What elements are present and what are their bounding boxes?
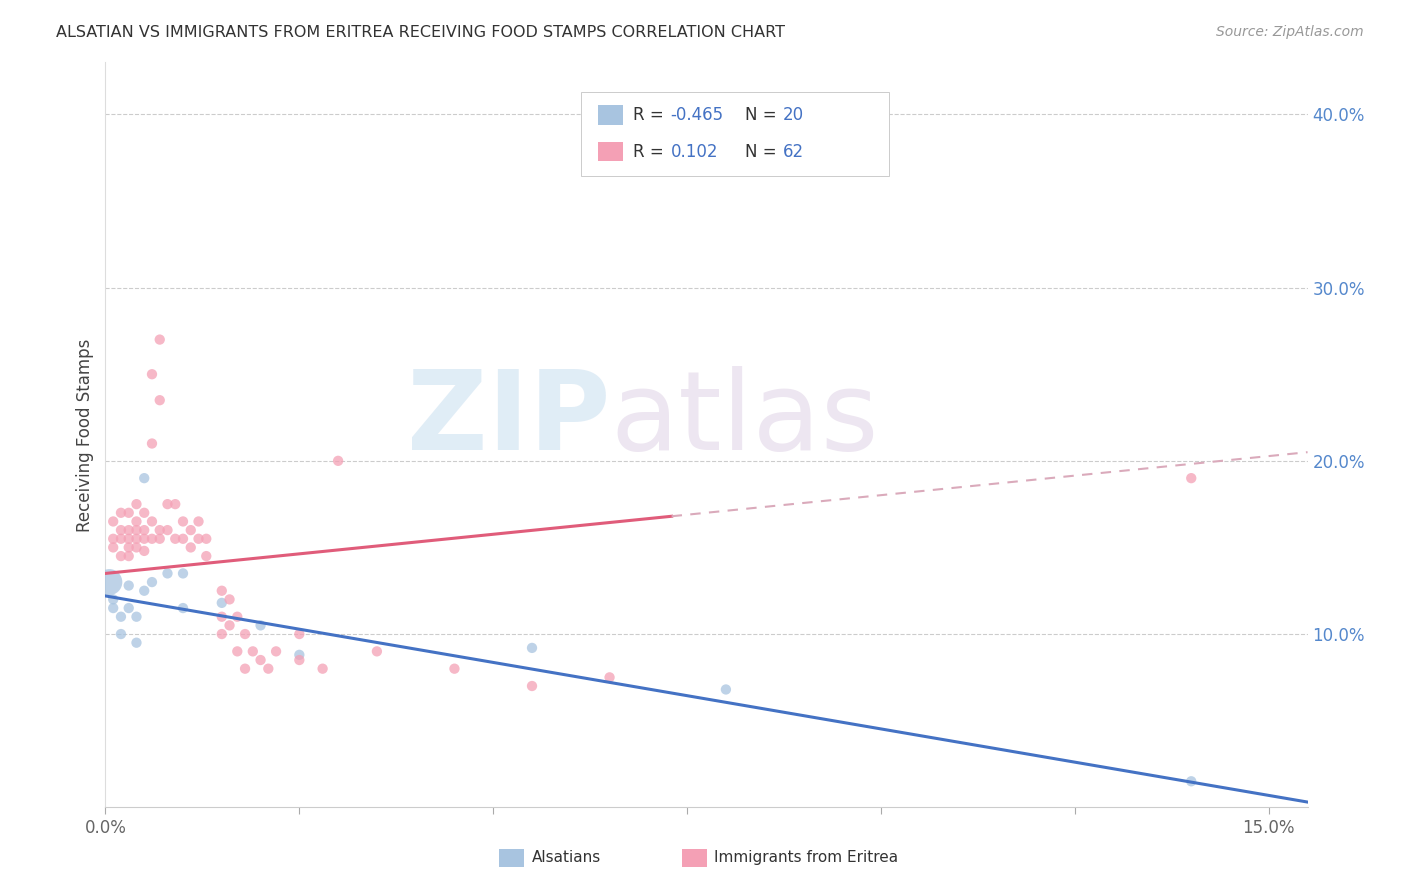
Point bbox=[195, 532, 218, 546]
Point bbox=[125, 532, 148, 546]
Point bbox=[141, 532, 163, 546]
Point bbox=[125, 609, 148, 624]
Point bbox=[1180, 471, 1202, 485]
Point bbox=[187, 532, 209, 546]
Point bbox=[103, 601, 125, 615]
Point bbox=[141, 575, 163, 590]
Text: N =: N = bbox=[745, 143, 782, 161]
Point bbox=[125, 636, 148, 650]
Text: Alsatians: Alsatians bbox=[531, 850, 600, 864]
Point bbox=[125, 541, 148, 555]
Point bbox=[233, 627, 256, 641]
Point bbox=[134, 532, 156, 546]
Point bbox=[134, 506, 156, 520]
Point bbox=[103, 515, 125, 529]
Point bbox=[110, 532, 132, 546]
Point bbox=[103, 532, 125, 546]
Point bbox=[103, 592, 125, 607]
Point bbox=[156, 523, 179, 537]
Point bbox=[249, 653, 271, 667]
Point bbox=[1180, 774, 1202, 789]
Point bbox=[443, 662, 465, 676]
Point bbox=[520, 679, 543, 693]
Point bbox=[165, 532, 187, 546]
Point bbox=[172, 515, 194, 529]
Point bbox=[118, 523, 141, 537]
Point bbox=[288, 653, 311, 667]
Text: R =: R = bbox=[633, 106, 669, 124]
Point bbox=[520, 640, 543, 655]
Point bbox=[172, 532, 194, 546]
Point bbox=[172, 601, 194, 615]
Point bbox=[211, 609, 233, 624]
Point bbox=[134, 523, 156, 537]
Point bbox=[264, 644, 287, 658]
Point bbox=[141, 368, 163, 382]
Point bbox=[134, 544, 156, 558]
Point bbox=[118, 541, 141, 555]
Point bbox=[165, 497, 187, 511]
Point bbox=[110, 549, 132, 563]
Point bbox=[118, 549, 141, 563]
Text: Source: ZipAtlas.com: Source: ZipAtlas.com bbox=[1216, 25, 1364, 39]
Text: 20: 20 bbox=[783, 106, 804, 124]
Text: N =: N = bbox=[745, 106, 782, 124]
Point bbox=[149, 523, 172, 537]
Point bbox=[125, 523, 148, 537]
Point bbox=[311, 662, 333, 676]
Text: atlas: atlas bbox=[610, 367, 879, 474]
Point bbox=[110, 506, 132, 520]
Point bbox=[118, 601, 141, 615]
Text: ALSATIAN VS IMMIGRANTS FROM ERITREA RECEIVING FOOD STAMPS CORRELATION CHART: ALSATIAN VS IMMIGRANTS FROM ERITREA RECE… bbox=[56, 25, 785, 40]
Point bbox=[125, 515, 148, 529]
Point bbox=[211, 627, 233, 641]
Point bbox=[118, 578, 141, 592]
Point bbox=[110, 627, 132, 641]
Point bbox=[98, 575, 121, 590]
Point bbox=[180, 523, 202, 537]
Point bbox=[110, 609, 132, 624]
Point bbox=[218, 618, 240, 632]
Point bbox=[149, 393, 172, 408]
Text: -0.465: -0.465 bbox=[671, 106, 724, 124]
Point bbox=[103, 541, 125, 555]
Text: R =: R = bbox=[633, 143, 669, 161]
Point bbox=[156, 566, 179, 581]
Point bbox=[134, 471, 156, 485]
Point bbox=[233, 662, 256, 676]
Point bbox=[118, 506, 141, 520]
Point bbox=[366, 644, 388, 658]
Text: ZIP: ZIP bbox=[406, 367, 610, 474]
Y-axis label: Receiving Food Stamps: Receiving Food Stamps bbox=[76, 338, 94, 532]
Point bbox=[149, 532, 172, 546]
Point bbox=[226, 609, 249, 624]
Point bbox=[211, 583, 233, 598]
Text: 0.102: 0.102 bbox=[671, 143, 718, 161]
Point bbox=[599, 670, 621, 684]
Point bbox=[110, 523, 132, 537]
Point bbox=[242, 644, 264, 658]
Point bbox=[195, 549, 218, 563]
Point bbox=[141, 436, 163, 450]
Point bbox=[211, 596, 233, 610]
Point bbox=[288, 627, 311, 641]
Point bbox=[141, 515, 163, 529]
Point bbox=[180, 541, 202, 555]
Text: Immigrants from Eritrea: Immigrants from Eritrea bbox=[714, 850, 898, 864]
Point bbox=[118, 532, 141, 546]
Point bbox=[288, 648, 311, 662]
Point bbox=[326, 454, 349, 468]
Point bbox=[218, 592, 240, 607]
Point bbox=[156, 497, 179, 511]
Point bbox=[125, 497, 148, 511]
Point bbox=[172, 566, 194, 581]
Point bbox=[149, 333, 172, 347]
Point bbox=[714, 682, 737, 697]
Point bbox=[187, 515, 209, 529]
Point bbox=[249, 618, 271, 632]
Text: 62: 62 bbox=[783, 143, 804, 161]
Point bbox=[134, 583, 156, 598]
Point bbox=[257, 662, 280, 676]
Point bbox=[226, 644, 249, 658]
